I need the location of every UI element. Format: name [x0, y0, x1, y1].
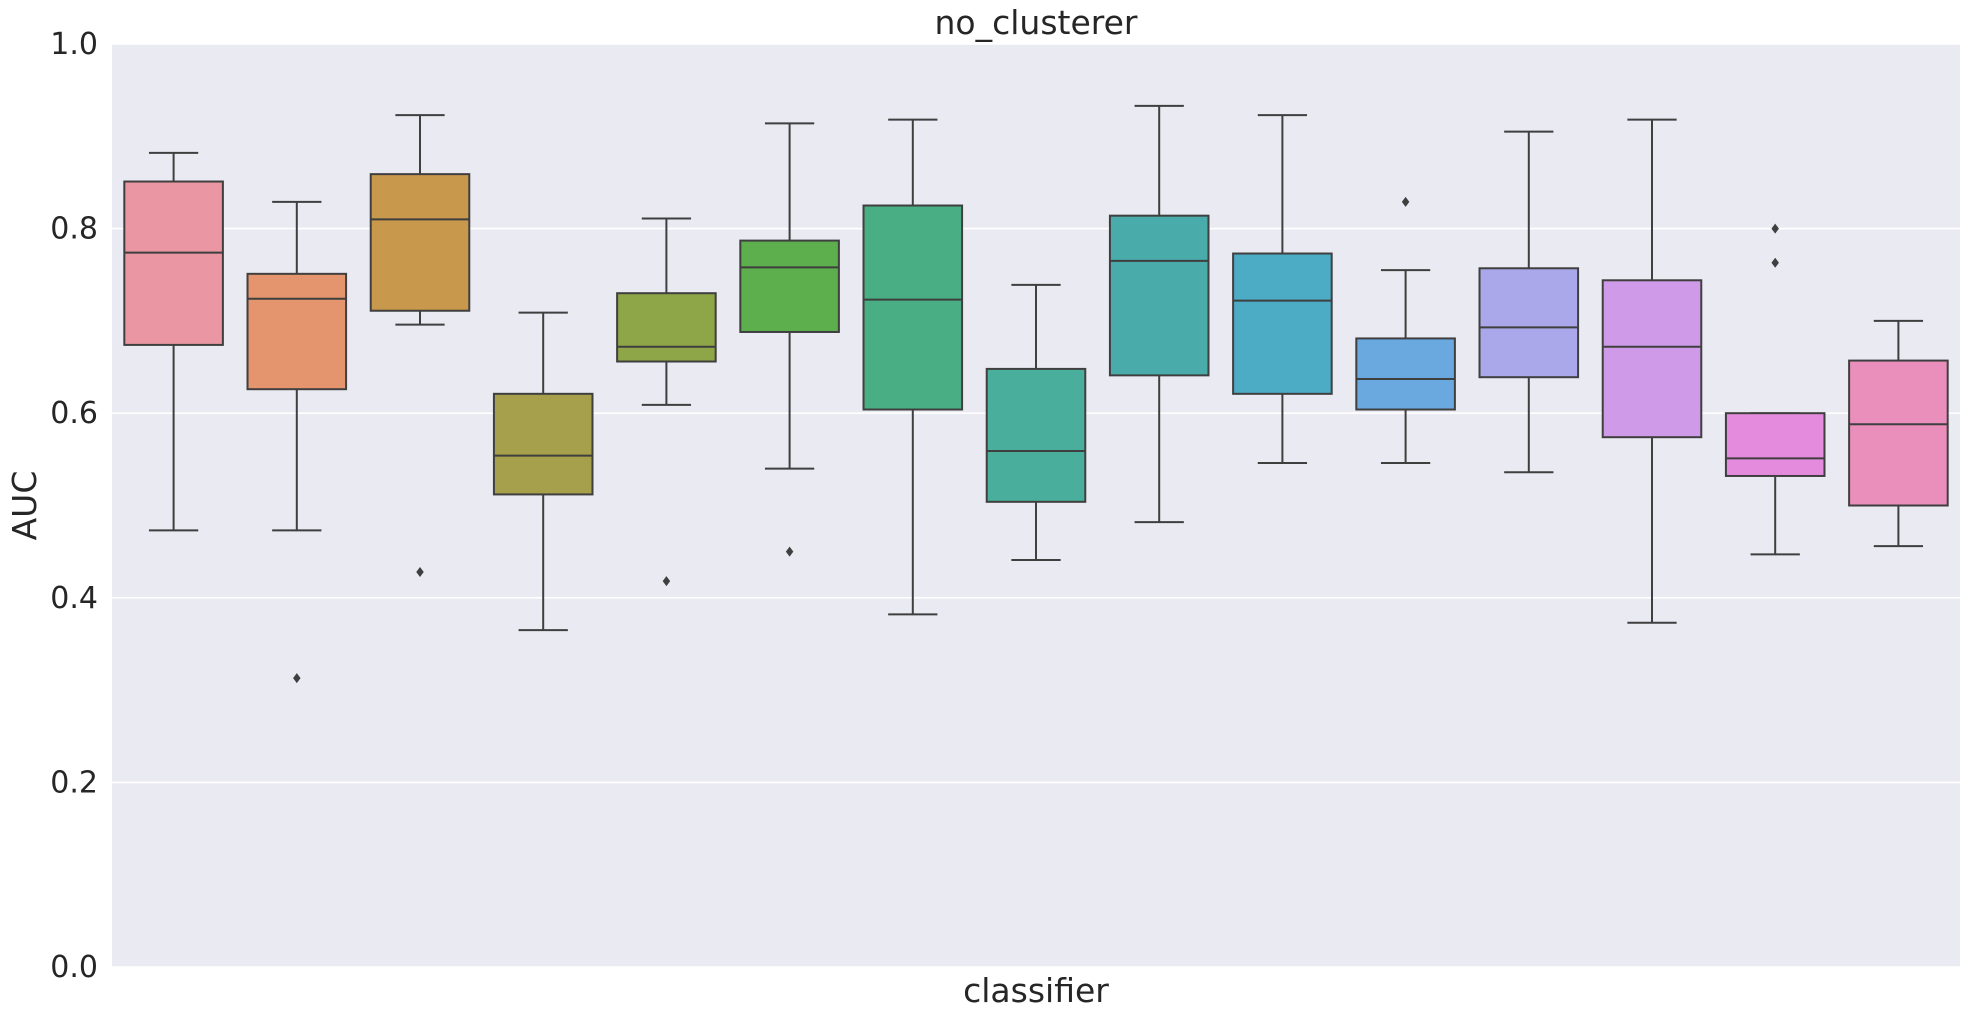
box-group: [1601, 118, 1703, 624]
y-tick-label: 1.0: [50, 27, 98, 62]
box-body: [1848, 359, 1949, 507]
box-group: [492, 311, 594, 632]
chart-title: no_clusterer: [935, 3, 1138, 42]
box-group: [616, 217, 717, 587]
y-tick-label: 0.8: [50, 212, 98, 247]
box-group: [1355, 196, 1456, 465]
box-group: [369, 114, 471, 577]
y-axis-title: AUC: [5, 471, 44, 541]
box-body: [739, 239, 840, 333]
box-group: [1108, 104, 1210, 524]
box-group: [985, 283, 1087, 561]
box-body: [1724, 412, 1826, 477]
y-tick-label: 0.2: [50, 765, 98, 800]
box-body: [369, 173, 471, 312]
outlier-point: [416, 566, 424, 577]
outlier-point: [785, 546, 794, 557]
box-body: [1478, 267, 1580, 379]
box-body: [1355, 337, 1456, 411]
box-group: [246, 200, 348, 684]
box-group: [1724, 223, 1826, 556]
box-body: [246, 272, 348, 391]
box-group: [739, 122, 840, 557]
box-body: [1108, 214, 1210, 377]
y-tick-label: 0.0: [50, 950, 98, 985]
box-group: [1232, 114, 1333, 465]
box-group: [123, 151, 224, 532]
outlier-point: [1401, 196, 1410, 207]
box-body: [123, 180, 224, 346]
outlier-point: [293, 673, 301, 684]
box-group: [1478, 130, 1580, 474]
box-body: [616, 292, 717, 363]
box-group: [1848, 319, 1949, 548]
x-axis-title: classifier: [963, 971, 1109, 1010]
boxes: [123, 104, 1949, 684]
outlier-point: [1771, 257, 1779, 268]
box-body: [862, 204, 964, 411]
box-group: [862, 118, 964, 616]
y-tick-label: 0.6: [50, 396, 98, 431]
y-axis-ticks: 0.0 0.2 0.4 0.6 0.8 1.0: [50, 27, 98, 985]
box-body: [985, 367, 1087, 503]
box-body: [1601, 279, 1703, 439]
outlier-point: [662, 576, 671, 587]
box-body: [1232, 252, 1333, 395]
box-body: [492, 392, 594, 496]
outlier-point: [1771, 223, 1779, 234]
y-tick-label: 0.4: [50, 581, 98, 616]
